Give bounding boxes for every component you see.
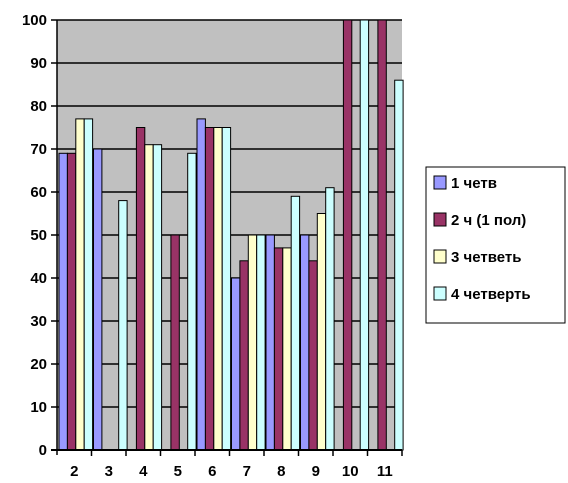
y-tick-label: 30 <box>30 313 47 330</box>
legend-label: 4 четверть <box>451 286 531 303</box>
legend-label: 1 четв <box>451 175 497 192</box>
bar <box>204 127 215 451</box>
bar <box>290 195 301 451</box>
bar <box>273 247 284 451</box>
y-tick-label: 60 <box>30 184 47 201</box>
x-tick-label: 10 <box>342 463 359 480</box>
bar <box>196 118 206 451</box>
bar <box>75 118 85 451</box>
x-tick-label: 8 <box>277 463 285 480</box>
axes: 0 10 20 30 40 50 60 70 80 90 100 2 3 4 5 6 7 8 9 10 11 <box>22 12 403 480</box>
x-tick-label: 5 <box>174 463 182 480</box>
x-tick-label: 2 <box>70 463 78 480</box>
legend-swatch <box>433 249 447 264</box>
legend-swatch <box>433 286 447 301</box>
bar <box>170 234 180 451</box>
bar <box>213 127 223 451</box>
bar <box>66 152 77 451</box>
legend: 1 четв 2 ч (1 пол) 3 четветь 4 четверть <box>425 166 566 324</box>
legend-box <box>425 166 566 324</box>
x-tick-label: 6 <box>208 463 216 480</box>
bar <box>300 234 310 451</box>
bar <box>152 144 163 451</box>
x-tick-label: 11 <box>377 463 393 480</box>
x-tick-label: 3 <box>105 463 113 480</box>
legend-label: 3 четветь <box>451 249 521 266</box>
x-tick-label: 7 <box>243 463 251 480</box>
y-tick-label: 100 <box>22 12 47 29</box>
legend-label: 2 ч (1 пол) <box>451 212 526 229</box>
y-tick-label: 0 <box>39 442 47 459</box>
y-tick-label: 80 <box>30 98 47 115</box>
bar <box>308 260 318 451</box>
bar <box>282 247 292 451</box>
bar <box>144 144 154 451</box>
y-tick-label: 10 <box>30 399 47 416</box>
bar <box>342 19 353 451</box>
bar <box>247 234 258 451</box>
y-tick-label: 20 <box>30 356 47 373</box>
bar <box>325 187 335 451</box>
y-tick-label: 90 <box>30 55 47 72</box>
bar <box>359 19 370 451</box>
bar <box>316 213 327 451</box>
legend-swatch <box>433 175 447 190</box>
y-tick-label: 50 <box>30 227 47 244</box>
bar <box>58 152 68 451</box>
bar <box>394 79 404 451</box>
bar <box>187 152 197 451</box>
bar <box>265 234 275 451</box>
y-tick-label: 40 <box>30 270 47 287</box>
y-tick-label: 70 <box>30 141 47 158</box>
bar <box>135 127 146 451</box>
bar <box>377 19 387 451</box>
bar <box>256 234 266 451</box>
bar <box>118 200 128 451</box>
legend-swatch <box>433 212 447 227</box>
bar <box>83 118 94 451</box>
bar <box>231 277 241 451</box>
bar <box>93 148 103 451</box>
bar <box>221 127 232 451</box>
x-tick-label: 4 <box>139 463 148 480</box>
bar <box>239 260 249 451</box>
x-tick-label: 9 <box>312 463 320 480</box>
